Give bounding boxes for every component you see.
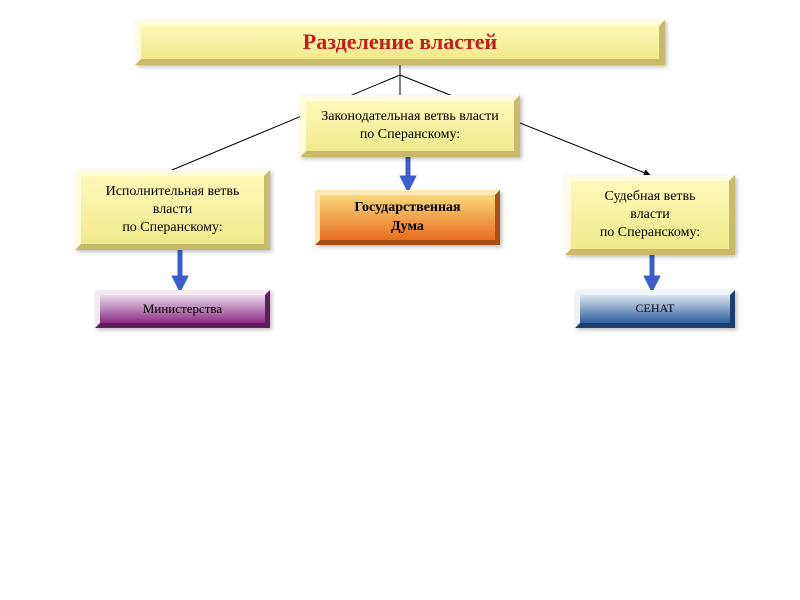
- node-legislative: Законодательная ветвь власти по Сперанск…: [300, 95, 520, 157]
- node-duma: Государственная Дума: [315, 190, 500, 245]
- node-senate: СЕНАТ: [575, 290, 735, 328]
- node-title: Разделение властей: [135, 20, 665, 65]
- node-legislative-label: Законодательная ветвь власти по Сперанск…: [321, 108, 499, 144]
- node-judicial: Судебная ветвь власти по Сперанскому:: [565, 175, 735, 255]
- node-ministries-label: Министерства: [143, 301, 222, 318]
- node-judicial-label: Судебная ветвь власти по Сперанскому:: [600, 188, 700, 243]
- node-duma-label: Государственная Дума: [354, 199, 460, 235]
- node-executive: Исполнительная ветвь власти по Сперанско…: [75, 170, 270, 250]
- node-title-label: Разделение властей: [303, 28, 497, 57]
- node-executive-label: Исполнительная ветвь власти по Сперанско…: [106, 183, 240, 238]
- node-ministries: Министерства: [95, 290, 270, 328]
- node-senate-label: СЕНАТ: [636, 301, 675, 317]
